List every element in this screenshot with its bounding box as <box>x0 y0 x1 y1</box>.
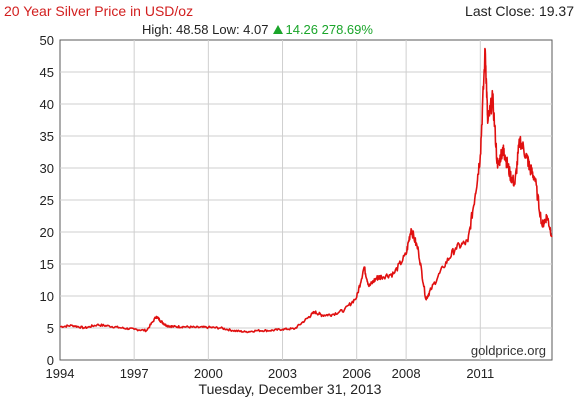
y-tick-label: 5 <box>47 321 54 336</box>
change-text: 14.26 278.69% <box>285 22 373 37</box>
x-tick-label: 1997 <box>120 366 149 381</box>
up-arrow-icon <box>273 25 284 34</box>
watermark: goldprice.org <box>471 343 546 358</box>
x-axis: 1994 1997 2000 2003 2006 2008 2011 <box>46 366 495 381</box>
x-tick-label: 2000 <box>194 366 223 381</box>
y-tick-label: 25 <box>40 193 54 208</box>
y-tick-label: 20 <box>40 225 54 240</box>
high-low-text: High: 48.58 Low: 4.07 <box>142 22 269 37</box>
date-label: Tuesday, December 31, 2013 <box>198 381 382 397</box>
y-tick-label: 50 <box>40 33 54 48</box>
x-tick-label: 2011 <box>466 366 494 381</box>
x-tick-label: 2008 <box>392 366 421 381</box>
grid-lines <box>60 40 552 360</box>
series-line <box>60 47 553 334</box>
last-close-label: Last Close: 19.37 <box>465 3 574 19</box>
y-tick-label: 45 <box>40 65 54 80</box>
y-tick-label: 10 <box>40 289 54 304</box>
y-axis: 0 5 10 15 20 25 30 35 40 45 50 <box>40 33 54 368</box>
y-tick-label: 15 <box>40 257 54 272</box>
y-tick-label: 35 <box>40 129 54 144</box>
x-tick-label: 2006 <box>342 366 371 381</box>
high-low-stats: High: 48.58 Low: 4.07 14.26 278.69% <box>142 22 373 37</box>
y-tick-label: 0 <box>47 353 54 368</box>
y-tick-label: 40 <box>40 97 54 112</box>
x-tick-label: 1994 <box>46 366 75 381</box>
y-tick-label: 30 <box>40 161 54 176</box>
x-tick-label: 2003 <box>268 366 297 381</box>
chart-title: 20 Year Silver Price in USD/oz <box>4 3 194 19</box>
